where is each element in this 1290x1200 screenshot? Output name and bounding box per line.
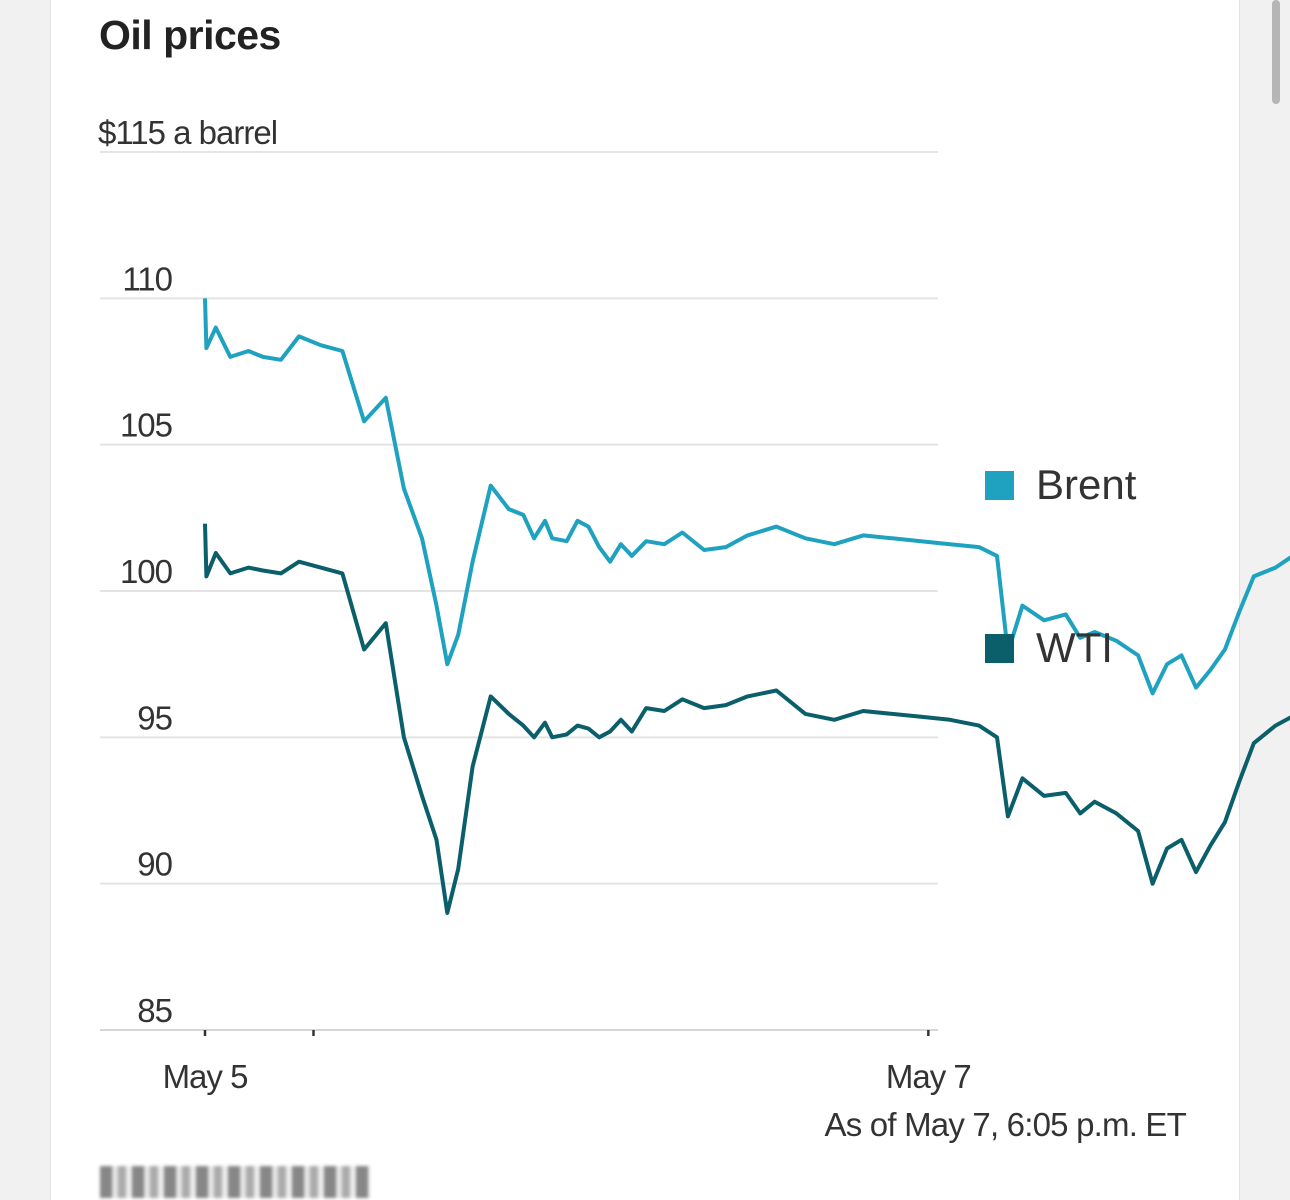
y-tick-label: $115 a barrel [98,114,277,151]
legend-label-brent: Brent [1036,461,1137,508]
y-tick-label: 90 [137,846,172,883]
series-line-brent [203,298,1290,696]
legend-swatch-brent [985,471,1014,500]
y-tick-label: 95 [137,699,172,736]
blurred-footer-text [100,1166,370,1198]
y-tick-label: 105 [120,407,172,444]
timestamp-note: As of May 7, 6:05 p.m. ET [824,1106,1187,1143]
chart-title: Oil prices [99,12,281,58]
y-tick-label: 100 [120,553,173,590]
series-line-wti [203,523,1290,915]
y-tick-label: 110 [122,260,172,297]
legend-label-wti: WTI [1036,624,1113,671]
chart-card [50,0,1240,1200]
legend-swatch-wti [985,634,1014,663]
x-tick-label: May 7 [886,1058,971,1095]
x-tick-label: May 5 [163,1058,248,1095]
scrollbar-thumb[interactable] [1272,0,1280,104]
y-tick-label: 85 [137,992,172,1029]
